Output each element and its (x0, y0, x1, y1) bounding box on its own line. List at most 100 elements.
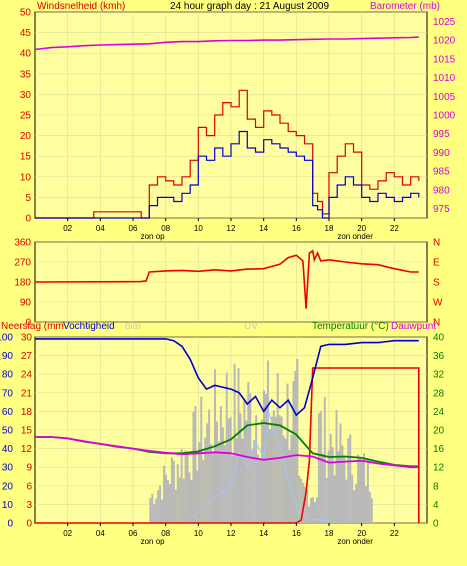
dewpoint-line (35, 436, 419, 469)
solar-bar (294, 371, 297, 523)
x-tick-label: 06 (129, 529, 138, 538)
rain-y-tick-label: 3 (26, 500, 32, 511)
dir-y-tick-label: 180 (14, 278, 31, 289)
temp-y-tick-label: 28 (433, 388, 445, 399)
solar-bar (331, 447, 334, 523)
legend-uv: UV (244, 321, 258, 332)
x-tick-label: 20 (357, 224, 366, 233)
x-tick-label: 04 (96, 529, 105, 538)
humidity-y-tick-label: 60 (2, 407, 14, 418)
solar-bar (266, 360, 269, 523)
chart-title: 24 hour graph day : 21 August 2009 (170, 1, 329, 12)
rain-y-tick-label: 0 (26, 519, 32, 530)
solar-bar (176, 464, 179, 523)
temp-y-tick-label: 24 (433, 407, 445, 418)
solar-bar (325, 477, 328, 523)
wind-y-tick-label: 35 (20, 69, 32, 80)
x-tick-label: 14 (259, 529, 268, 538)
rain-y-tick-label: 30 (21, 333, 33, 344)
solar-bar (302, 483, 305, 523)
x-tick-label: 10 (194, 224, 203, 233)
legend-dewpoint: Dauwpunt (391, 321, 436, 332)
solar-bar (268, 429, 271, 523)
wind-axis-title: Windsnelheid (kmh) (37, 1, 125, 12)
compass-tick-label: N (433, 318, 440, 329)
humidity-y-tick-label: 50 (2, 426, 14, 437)
legend-humidity: Vochtigheid (63, 321, 115, 332)
temp-y-tick-label: 16 (433, 444, 445, 455)
solar-bar (208, 409, 211, 523)
solar-bar (288, 450, 291, 523)
solar-bar (247, 381, 250, 523)
rain-line (35, 367, 420, 524)
solar-bar (300, 478, 303, 523)
humidity-y-tick-label: 100 (0, 333, 13, 344)
solar-bar (284, 438, 287, 523)
temp-y-tick-label: 32 (433, 370, 445, 381)
x-tick-label: 16 (292, 529, 301, 538)
solar-bar (364, 486, 367, 523)
solar-bar (159, 485, 162, 523)
solar-bar (149, 498, 152, 523)
solar-bar (202, 459, 205, 523)
x-tick-label: 08 (161, 224, 170, 233)
solar-bar (172, 460, 175, 523)
solar-bar (319, 410, 322, 523)
humidity-y-tick-label: 80 (2, 370, 14, 381)
dir-y-tick-label: 0 (25, 318, 31, 329)
x-tick-label: 16 (292, 224, 301, 233)
solar-bar (362, 453, 365, 523)
solar-bar (251, 449, 254, 523)
solar-bar (261, 419, 264, 523)
solar-bar (290, 434, 293, 523)
solar-bar (204, 437, 207, 523)
wind-direction-line (34, 249, 419, 309)
dir-y-tick-label: 90 (20, 298, 32, 309)
wind-y-tick-label: 15 (20, 152, 32, 163)
rain-y-tick-label: 18 (21, 407, 33, 418)
compass-tick-label: W (433, 298, 443, 309)
baro-y-tick-label: 1005 (433, 92, 456, 103)
solar-bar (333, 475, 336, 523)
solar-bar (312, 497, 315, 523)
wind-y-tick-label: 30 (20, 90, 32, 101)
compass-tick-label: E (433, 258, 440, 269)
solar-bar (227, 418, 230, 523)
solar-bar (255, 415, 258, 523)
solar-bar (313, 501, 316, 523)
humidity-y-tick-label: 70 (2, 388, 14, 399)
rain-y-tick-label: 12 (21, 444, 33, 455)
rain-y-tick-label: 6 (26, 481, 32, 492)
solar-bar (339, 423, 342, 523)
solar-bar (370, 498, 373, 523)
solar-bar (355, 483, 358, 523)
wind-y-tick-label: 5 (25, 193, 31, 204)
solar-bar (264, 394, 267, 523)
solar-bar (196, 470, 199, 523)
solar-bar (161, 499, 164, 523)
baro-y-tick-label: 995 (433, 129, 450, 140)
solar-bar (317, 413, 320, 523)
solar-bar (359, 457, 362, 523)
solar-bar (155, 498, 158, 523)
baro-y-tick-label: 985 (433, 167, 450, 178)
humidity-y-tick-label: 90 (2, 351, 14, 362)
solar-bar (215, 421, 218, 523)
solar-bar (276, 373, 279, 523)
solar-bar (280, 416, 283, 523)
solar-bar (357, 454, 360, 523)
rain-y-tick-label: 27 (21, 351, 33, 362)
x-tick-label: 12 (227, 224, 236, 233)
x-tick-label: 14 (259, 224, 268, 233)
solar-bar (235, 438, 238, 523)
x-tick-label: 18 (325, 224, 334, 233)
solar-bar (219, 406, 222, 523)
solar-bar (174, 489, 177, 523)
solar-bar (221, 427, 224, 523)
uv-line (189, 411, 330, 522)
solar-bar (321, 453, 324, 523)
solar-bar (353, 490, 356, 523)
solar-bar (341, 445, 344, 523)
solar-bar (206, 423, 209, 523)
